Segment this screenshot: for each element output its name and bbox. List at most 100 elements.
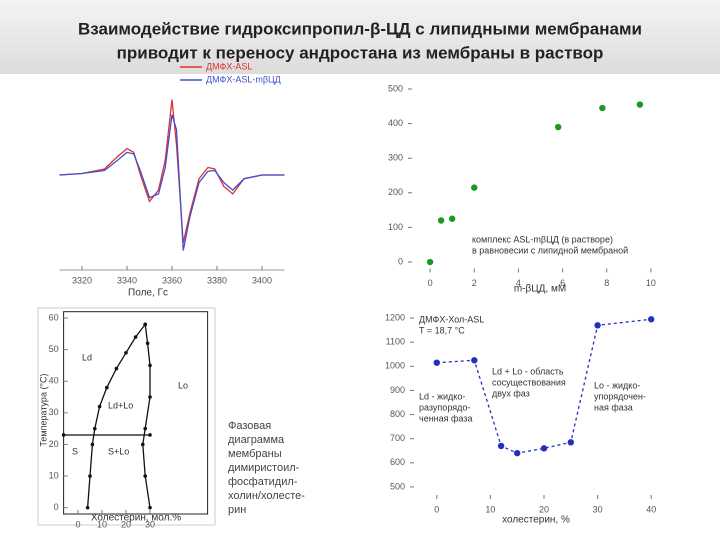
data-point — [124, 350, 128, 355]
y-tick-label: 1200 — [385, 312, 405, 322]
y-tick-label: 1000 — [385, 361, 405, 371]
y-tick-label: 200 — [388, 187, 403, 197]
data-point — [567, 439, 574, 446]
y-tick-label: 300 — [388, 153, 403, 163]
annotation: T = 18,7 °C — [419, 325, 465, 335]
x-tick-label: 40 — [646, 504, 656, 514]
data-point — [594, 322, 601, 329]
x-axis-label: холестерин, % — [502, 515, 570, 526]
x-tick-label: 3320 — [72, 275, 92, 285]
x-tick-label: 10 — [646, 278, 656, 288]
y-axis-label: Температура (°C) — [38, 373, 48, 446]
data-point — [448, 215, 456, 222]
y-tick-label: 600 — [390, 457, 405, 467]
y-tick-label: 400 — [388, 118, 403, 128]
caption: рин — [228, 504, 246, 516]
data-point — [97, 404, 102, 409]
x-tick-label: 0 — [75, 519, 80, 529]
y-tick-label: 0 — [54, 502, 59, 512]
caption: диаграмма — [228, 434, 285, 446]
y-tick-label: 500 — [388, 83, 403, 93]
slide-title: приводит к переносу андростана из мембра… — [117, 43, 604, 62]
data-point — [471, 357, 478, 364]
series-line — [142, 324, 151, 508]
x-tick-label: 30 — [593, 504, 603, 514]
annotation: Ld+Lo — [108, 400, 133, 410]
annotation: упорядочен- — [594, 391, 646, 401]
data-point — [143, 322, 147, 327]
data-point — [133, 335, 138, 339]
y-tick-label: 40 — [49, 376, 59, 386]
x-tick-label: 0 — [428, 278, 433, 288]
data-point — [514, 449, 521, 457]
annotation: ченная фаза — [419, 413, 472, 423]
data-point — [433, 359, 440, 366]
data-point — [93, 426, 97, 431]
annotation: в равновесии с липидной мембраной — [472, 245, 628, 255]
annotation: Ld — [82, 352, 92, 362]
caption: фосфатидил- — [228, 476, 298, 488]
data-point — [554, 123, 562, 131]
x-tick-label: 3380 — [207, 275, 227, 285]
data-point — [143, 474, 147, 478]
data-point — [636, 101, 644, 108]
x-tick-label: 0 — [434, 504, 439, 514]
data-point — [148, 505, 152, 510]
y-tick-label: 700 — [390, 433, 405, 443]
x-tick-label: 10 — [97, 519, 107, 529]
title-band — [0, 0, 720, 74]
x-tick-label: 20 — [539, 504, 549, 514]
x-tick-label: 20 — [121, 519, 131, 529]
data-point — [148, 395, 152, 399]
annotation: ДМФХ-Хол-ASL — [419, 314, 484, 324]
annotation: S+Lo — [108, 446, 129, 456]
data-point — [148, 433, 152, 437]
y-tick-label: 60 — [49, 312, 59, 322]
y-tick-label: 800 — [390, 409, 405, 419]
x-tick-label: 3360 — [162, 275, 182, 285]
series-line — [59, 114, 285, 251]
annotation: ная фаза — [594, 402, 633, 412]
data-point — [497, 442, 505, 450]
y-tick-label: 500 — [390, 481, 405, 491]
data-point — [148, 363, 152, 368]
caption: димиристоил- — [228, 462, 300, 474]
annotation: Lo - жидко- — [594, 380, 640, 390]
data-point — [114, 366, 119, 371]
x-tick-label: 8 — [604, 278, 609, 288]
x-tick-label: 10 — [485, 504, 495, 514]
x-tick-label: 3400 — [252, 275, 272, 285]
legend-label: ДМФХ-ASL — [206, 61, 252, 71]
series-line — [59, 99, 285, 244]
slide-title: Взаимодействие гидроксипропил-β-ЦД с лип… — [78, 19, 642, 38]
y-tick-label: 10 — [49, 470, 59, 480]
data-point — [61, 433, 66, 437]
annotation: Ld + Lo - область — [492, 366, 564, 376]
annotation: Lo — [178, 380, 188, 390]
annotation: двух фаз — [492, 388, 530, 398]
data-point — [105, 385, 109, 390]
data-point — [90, 442, 95, 447]
series-line — [86, 323, 146, 508]
data-point — [599, 104, 606, 112]
data-point — [141, 442, 145, 447]
x-axis-label: m-βЦД, мМ — [514, 284, 566, 295]
annotation: Ld - жидко- — [419, 391, 465, 401]
x-tick-label: 6 — [560, 278, 565, 288]
y-tick-label: 30 — [49, 407, 59, 417]
data-point — [426, 258, 434, 266]
x-axis-label: Поле, Гс — [128, 288, 168, 299]
x-axis-label: Холестерин, мол.% — [91, 513, 181, 524]
y-tick-label: 100 — [388, 222, 403, 232]
legend-label: ДМФХ-ASL-mβЦД — [206, 74, 281, 84]
x-tick-label: 4 — [516, 278, 521, 288]
y-tick-label: 20 — [49, 439, 59, 449]
y-tick-label: 1100 — [386, 337, 405, 347]
series-line — [436, 318, 652, 454]
annotation: S — [72, 446, 78, 456]
caption: мембраны — [228, 448, 282, 460]
data-point — [143, 426, 147, 431]
data-point — [540, 445, 548, 452]
x-tick-label: 3340 — [117, 275, 137, 285]
